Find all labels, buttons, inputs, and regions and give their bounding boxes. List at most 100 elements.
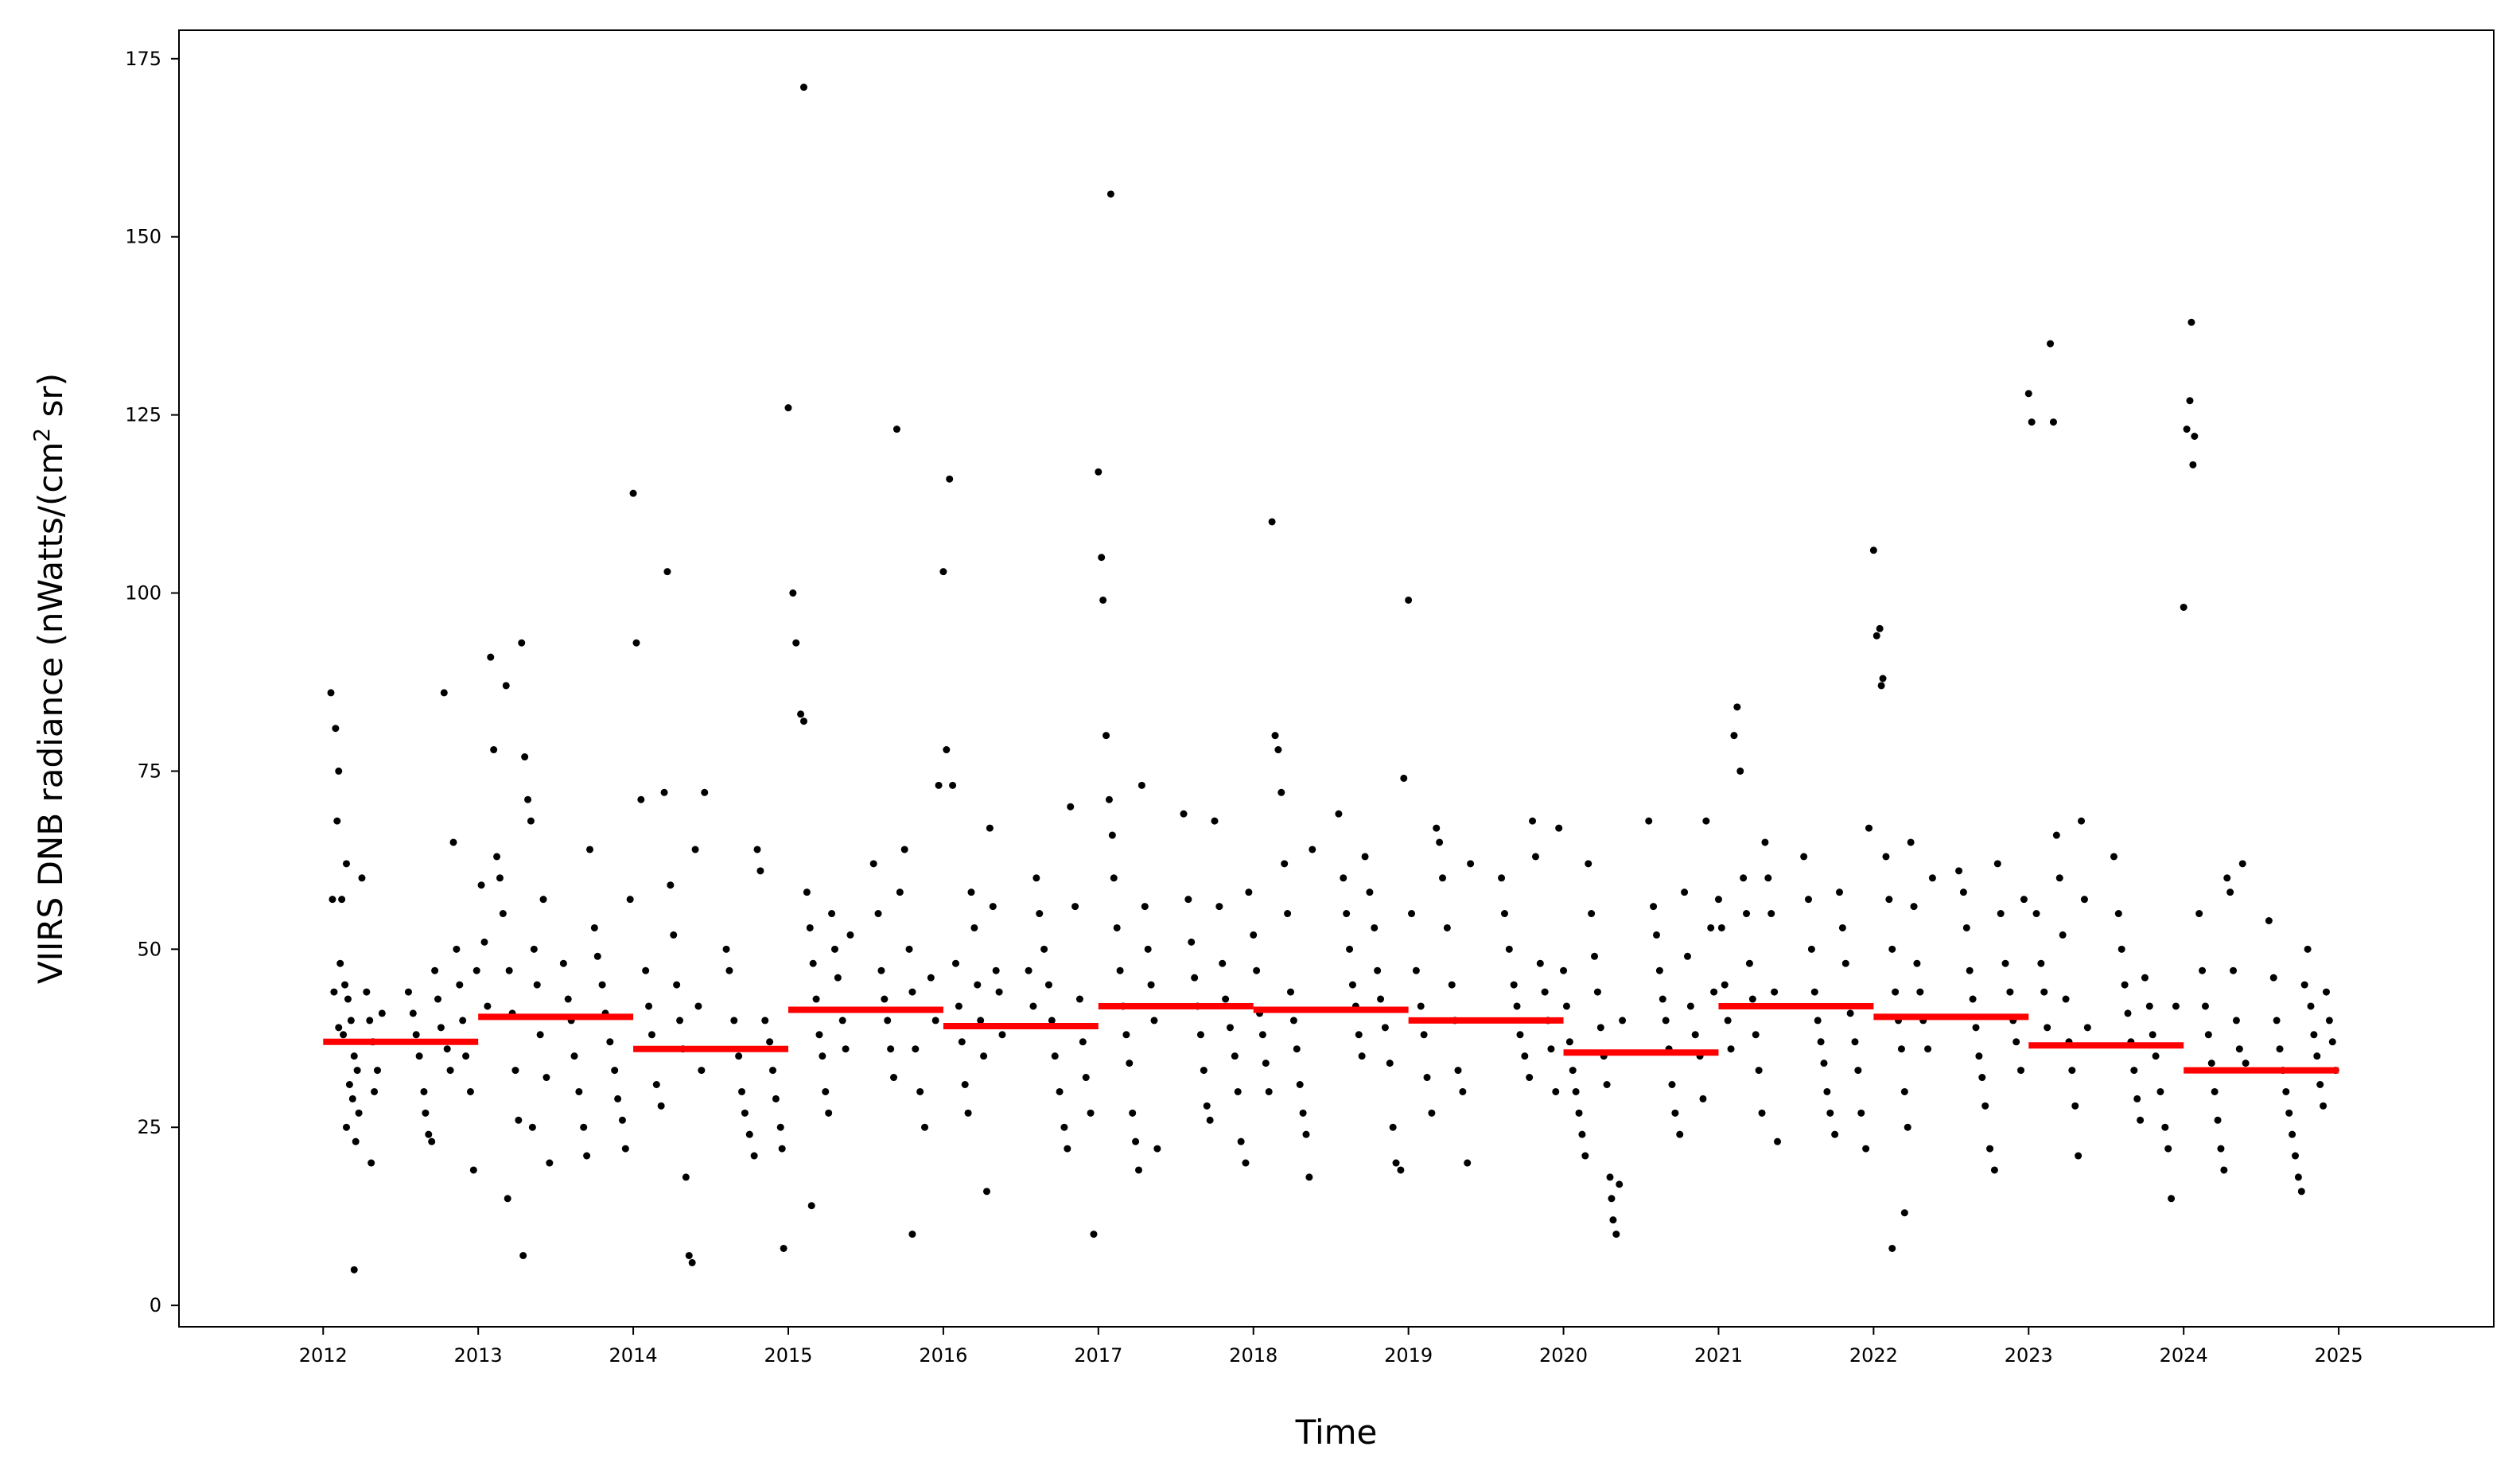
data-point-282: [1361, 853, 1369, 861]
data-point-171: [908, 1231, 916, 1238]
data-point-259: [1265, 1087, 1273, 1095]
data-point-143: [812, 995, 820, 1003]
data-point-13: [340, 1031, 348, 1039]
data-point-49: [466, 1087, 474, 1095]
data-point-104: [660, 788, 668, 796]
data-point-335: [1588, 910, 1596, 918]
data-point-122: [738, 1087, 746, 1095]
data-point-107: [670, 931, 678, 939]
data-point-417: [1904, 1123, 1911, 1131]
data-point-30: [404, 988, 412, 996]
data-point-340: [1603, 1080, 1611, 1088]
data-point-41: [440, 689, 448, 697]
data-point-160: [884, 1017, 892, 1025]
data-point-333: [1581, 1152, 1589, 1160]
data-point-43: [446, 1067, 454, 1075]
data-point-151: [830, 945, 838, 953]
data-point-365: [1710, 988, 1718, 996]
data-point-255: [1253, 966, 1261, 974]
data-point-58: [496, 874, 504, 882]
data-point-313: [1510, 981, 1518, 989]
x-tick-label-2018: 2018: [1229, 1344, 1278, 1367]
data-point-121: [735, 1052, 743, 1060]
data-point-156: [869, 860, 877, 868]
data-point-95: [626, 896, 634, 904]
y-axis-label-superscript: 2: [29, 428, 55, 442]
data-point-39: [434, 995, 441, 1003]
data-point-211: [1087, 1109, 1095, 1117]
data-point-428: [1959, 888, 1967, 896]
data-point-84: [583, 1152, 591, 1160]
data-point-128: [761, 1017, 769, 1025]
data-point-172: [927, 974, 935, 982]
data-point-396: [1835, 888, 1843, 896]
data-point-54: [484, 1002, 492, 1010]
data-point-232: [1147, 981, 1155, 989]
data-point-512: [2289, 1130, 2296, 1138]
data-point-367: [1717, 923, 1725, 931]
data-point-387: [1804, 896, 1812, 904]
data-point-262: [1274, 746, 1282, 754]
data-point-489: [2195, 910, 2203, 918]
data-point-287: [1381, 1024, 1389, 1032]
data-point-490: [2199, 966, 2207, 974]
data-point-227: [1132, 1137, 1140, 1145]
data-point-102: [652, 1080, 660, 1088]
data-point-373: [1736, 767, 1744, 775]
data-point-358: [1683, 952, 1691, 960]
x-tick-label-2013: 2013: [454, 1344, 503, 1367]
data-point-299: [1428, 1109, 1436, 1117]
data-point-332: [1578, 1130, 1586, 1138]
x-tick-label-2019: 2019: [1384, 1344, 1433, 1367]
data-point-406: [1872, 632, 1880, 640]
data-point-129: [766, 1038, 774, 1046]
data-point-351: [1659, 995, 1666, 1003]
y-axis-label: VIIRS DNB radiance (nWatts/(cm2 sr): [29, 373, 70, 984]
data-point-438: [1993, 860, 2001, 868]
data-point-260: [1268, 518, 1276, 526]
data-point-233: [1150, 1017, 1158, 1025]
data-point-73: [539, 896, 547, 904]
x-tick-label-2022: 2022: [1849, 1344, 1898, 1367]
data-point-169: [916, 1087, 924, 1095]
data-point-437: [1990, 1166, 1998, 1174]
data-point-450: [2040, 988, 2048, 996]
data-point-48: [462, 1052, 470, 1060]
data-point-372: [1733, 703, 1741, 711]
data-point-323: [1547, 1045, 1555, 1053]
data-point-496: [2217, 1145, 2225, 1153]
data-point-19: [343, 1123, 351, 1131]
data-point-423: [1916, 988, 1924, 996]
data-point-212: [1090, 1231, 1098, 1238]
data-point-149: [807, 1202, 815, 1210]
x-tick-label-2020: 2020: [1539, 1344, 1588, 1367]
data-point-184: [967, 888, 975, 896]
x-axis: 2012 2013 2014 2015 2016 2017 2018 2019 2020 2021…: [299, 1327, 2363, 1367]
data-point-53: [480, 938, 488, 946]
data-point-350: [1655, 966, 1663, 974]
data-point-403: [1862, 1145, 1870, 1153]
data-point-164: [896, 888, 904, 896]
data-point-411: [1885, 896, 1893, 904]
data-point-198: [1036, 910, 1044, 918]
data-point-275: [1340, 874, 1348, 882]
data-point-67: [521, 753, 529, 761]
y-tick-label-75: 75: [137, 760, 161, 782]
data-point-74: [542, 1074, 550, 1082]
data-point-410: [1882, 853, 1890, 861]
data-point-294: [1408, 910, 1416, 918]
data-point-98: [637, 795, 645, 803]
data-point-248: [1226, 1024, 1234, 1032]
data-point-453: [2049, 418, 2057, 426]
data-point-68: [524, 795, 532, 803]
data-point-522: [2320, 1102, 2328, 1110]
data-point-234: [1153, 1145, 1161, 1153]
data-point-459: [2068, 1067, 2076, 1075]
data-point-476: [2149, 1031, 2156, 1039]
data-point-355: [1671, 1109, 1679, 1117]
data-point-138: [797, 710, 805, 718]
data-point-0: [327, 689, 335, 697]
data-point-360: [1691, 1031, 1699, 1039]
data-point-189: [982, 1188, 990, 1196]
data-point-21: [358, 874, 366, 882]
